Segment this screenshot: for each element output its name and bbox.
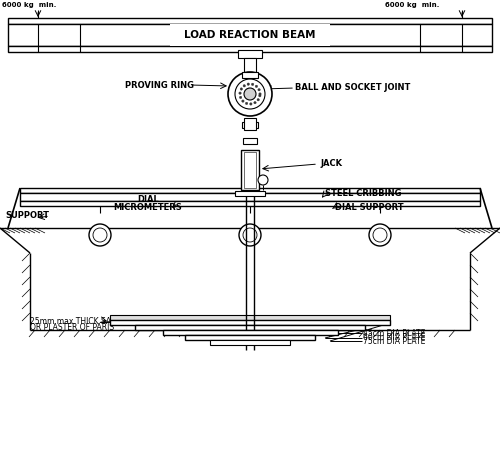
Circle shape [258, 175, 268, 185]
Bar [238, 50, 262, 58]
Bar [244, 58, 256, 72]
Circle shape [254, 102, 256, 104]
Circle shape [93, 228, 107, 242]
Circle shape [373, 228, 387, 242]
Circle shape [243, 228, 257, 242]
Circle shape [257, 98, 260, 101]
Bar [242, 72, 258, 78]
Circle shape [228, 72, 272, 116]
Text: 75cm DIA PLATE: 75cm DIA PLATE [363, 336, 426, 346]
Bar [241, 150, 259, 190]
Text: 6000 kg  min.: 6000 kg min. [2, 2, 56, 8]
Circle shape [240, 88, 242, 90]
Circle shape [242, 100, 244, 102]
Bar [8, 46, 492, 52]
Text: LOAD REACTION BEAM: LOAD REACTION BEAM [184, 30, 316, 40]
Text: PROVING RING: PROVING RING [125, 80, 194, 90]
Bar [20, 193, 480, 201]
Bar [20, 201, 480, 206]
Bar [235, 191, 265, 196]
Text: OR PLASTER OF PARIS: OR PLASTER OF PARIS [30, 322, 114, 332]
Text: MICROMETERS: MICROMETERS [114, 202, 182, 212]
Circle shape [243, 85, 246, 87]
Text: 6000 kg  min.: 6000 kg min. [385, 2, 440, 8]
Circle shape [239, 224, 261, 246]
Bar [135, 325, 365, 330]
Bar [110, 320, 390, 325]
Text: STEEL CRIBBING: STEEL CRIBBING [325, 189, 402, 199]
Bar [8, 24, 492, 46]
Bar [110, 315, 390, 320]
Circle shape [369, 224, 391, 246]
Text: 45cm DIA PLATE: 45cm DIA PLATE [363, 328, 426, 338]
Text: BALL AND SOCKET JOINT: BALL AND SOCKET JOINT [295, 84, 410, 92]
Bar [244, 152, 256, 188]
Bar [8, 18, 492, 24]
Bar [243, 138, 257, 144]
Text: SUPPORT: SUPPORT [5, 212, 49, 220]
Circle shape [244, 88, 256, 100]
Bar [210, 340, 290, 345]
Circle shape [246, 102, 248, 104]
Circle shape [258, 95, 261, 97]
Bar [244, 118, 256, 130]
Circle shape [239, 92, 241, 94]
Bar [242, 122, 258, 128]
Bar [170, 24, 330, 46]
Circle shape [89, 224, 111, 246]
Text: DIAL: DIAL [137, 195, 159, 205]
Text: 25mm max.THICK SAND: 25mm max.THICK SAND [30, 316, 123, 326]
Circle shape [247, 83, 250, 85]
Text: DIAL SUPPORT: DIAL SUPPORT [335, 202, 404, 212]
Circle shape [240, 96, 242, 98]
Circle shape [250, 103, 252, 105]
Circle shape [235, 79, 265, 109]
Text: JACK: JACK [320, 159, 342, 169]
Bar [20, 188, 480, 193]
Circle shape [259, 93, 261, 95]
Bar [163, 330, 338, 335]
Text: 60cm DIA PLATE: 60cm DIA PLATE [363, 334, 426, 342]
Circle shape [258, 89, 260, 91]
Circle shape [252, 83, 254, 85]
Circle shape [255, 85, 258, 87]
Bar [185, 335, 315, 340]
